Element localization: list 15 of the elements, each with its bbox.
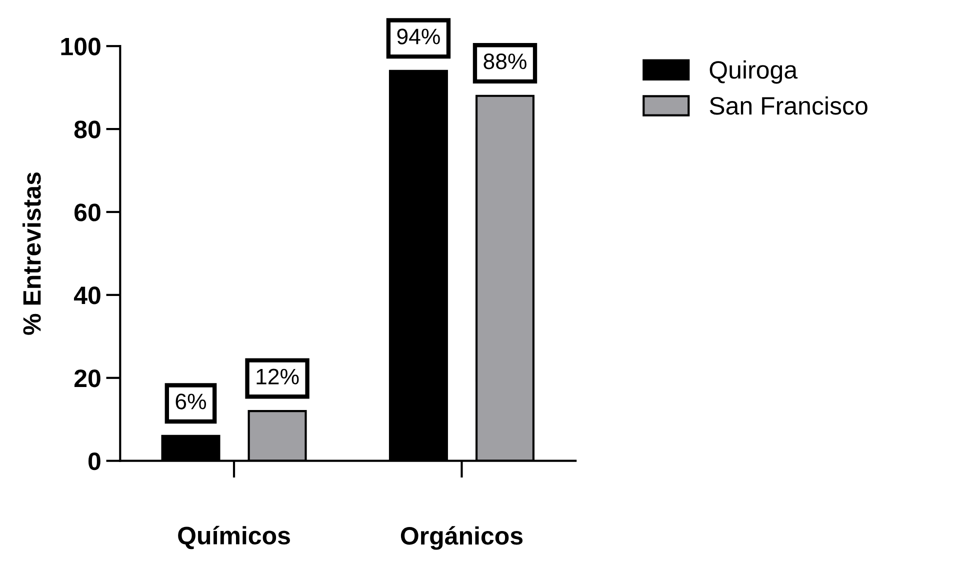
data-label: 94% — [397, 28, 440, 44]
data-label: 88% — [484, 54, 526, 70]
x-tick-label: Químicos — [178, 526, 290, 550]
y-tick-label: 100 — [61, 38, 100, 56]
x-tick-label: Orgánicos — [400, 526, 523, 550]
data-label: 12% — [256, 368, 299, 384]
legend-label: San Francisco — [710, 96, 868, 115]
y-tick-label: 20 — [74, 369, 100, 388]
data-label: 6% — [176, 394, 206, 410]
y-tick-label: 0 — [88, 452, 100, 470]
legend-label: Quiroga — [710, 60, 798, 84]
y-tick-label: 60 — [74, 204, 100, 222]
y-tick-label: 80 — [74, 120, 100, 138]
y-tick-label: 40 — [74, 286, 100, 304]
y-axis-title: % Entrevistas — [22, 172, 41, 335]
